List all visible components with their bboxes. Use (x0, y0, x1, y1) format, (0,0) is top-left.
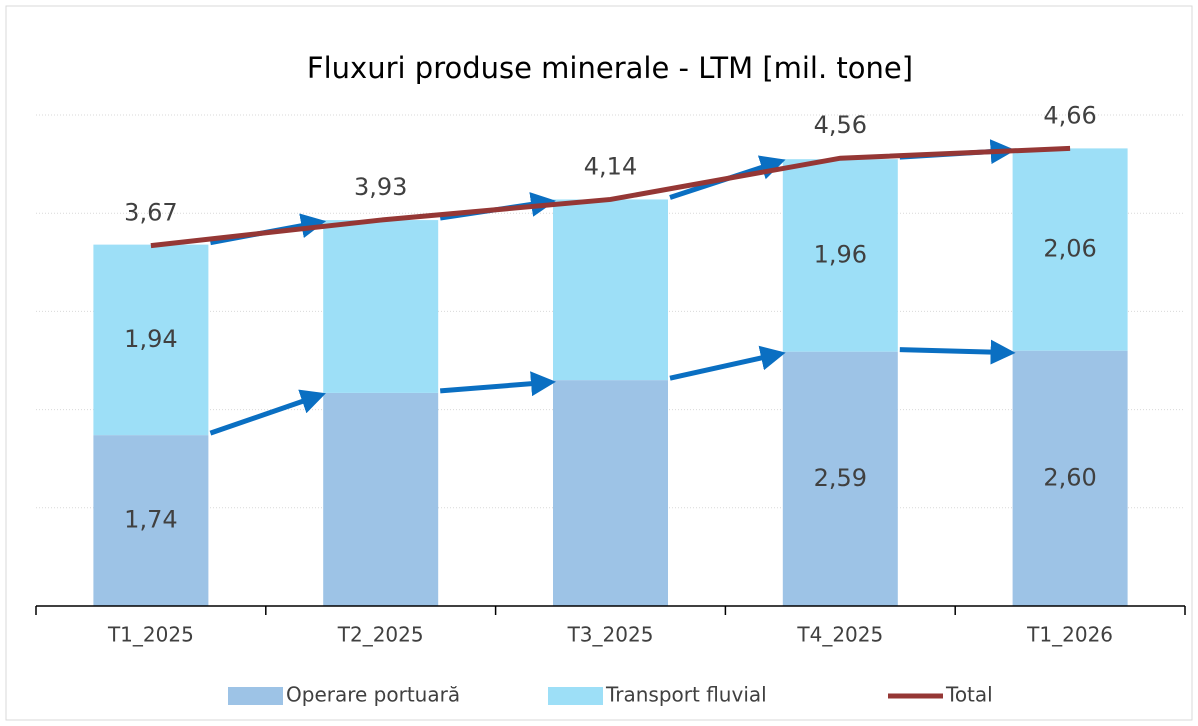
x-tick-label: T1_2026 (1026, 623, 1113, 647)
data-label: 4,66 (1043, 101, 1096, 129)
trend-arrow (669, 345, 786, 381)
x-tick-label: T2_2025 (337, 623, 424, 647)
bar-segment (93, 244, 209, 436)
bar-segment (782, 159, 898, 352)
bar-segment (323, 392, 439, 606)
data-label: 1,74 (124, 506, 177, 534)
legend-swatch (228, 687, 283, 705)
data-label: 4,14 (584, 152, 637, 180)
bar-segment (553, 380, 668, 606)
trend-arrow (440, 371, 556, 397)
data-label: 2,59 (814, 464, 867, 492)
bar-segment (1012, 350, 1128, 606)
data-label: 1,94 (124, 325, 177, 353)
x-tick-label: T1_2025 (107, 623, 194, 647)
bar-segment (782, 351, 898, 606)
total-line (150, 145, 1071, 249)
trend-arrow (209, 389, 326, 436)
data-label: 3,67 (124, 199, 177, 227)
legend-label: Total (945, 683, 993, 707)
bar-segment (553, 199, 668, 381)
bar-segment (323, 220, 439, 393)
x-tick-label: T3_2025 (567, 623, 654, 647)
legend-label: Transport fluvial (605, 683, 767, 707)
data-label: 3,93 (354, 173, 407, 201)
x-tick-label: T4_2025 (796, 623, 883, 647)
legend-swatch (548, 687, 603, 705)
data-label: 2,60 (1043, 463, 1096, 491)
data-label: 1,96 (814, 240, 867, 268)
chart-title: Fluxuri produse minerale - LTM [mil. ton… (307, 51, 913, 85)
trend-arrow (899, 339, 1016, 365)
data-label: 4,56 (814, 111, 867, 139)
legend-label: Operare portuară (286, 683, 460, 707)
bar-segment (93, 435, 209, 606)
bar-segment (1012, 148, 1128, 351)
data-label: 2,06 (1043, 235, 1096, 263)
